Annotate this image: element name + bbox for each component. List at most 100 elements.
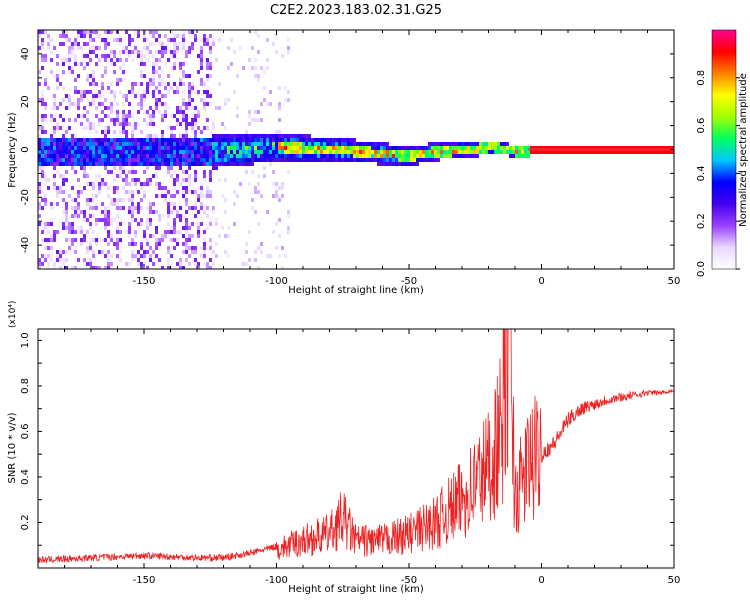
x-tick-label: -100 [265, 276, 288, 287]
heatmap-cell [125, 262, 128, 266]
heatmap-cell [209, 178, 212, 182]
heatmap-cell [224, 158, 227, 162]
heatmap-cell [194, 250, 197, 254]
heatmap-cell [587, 150, 590, 154]
heatmap-cell [536, 150, 539, 154]
heatmap-cell [113, 150, 116, 154]
heatmap-cell [578, 150, 581, 154]
heatmap-cell [128, 38, 131, 42]
heatmap-cell [116, 254, 119, 258]
heatmap-cell [296, 154, 299, 158]
heatmap-cell [164, 86, 167, 90]
heatmap-cell [140, 106, 143, 110]
heatmap-cell [137, 258, 140, 262]
heatmap-cell [65, 30, 68, 34]
heatmap-cell [158, 166, 161, 170]
heatmap-cell [38, 258, 41, 262]
heatmap-cell [266, 66, 269, 70]
heatmap-cell [122, 170, 125, 174]
heatmap-cell [311, 142, 314, 146]
heatmap-cell [143, 250, 146, 254]
heatmap-cell [98, 182, 101, 186]
heatmap-cell [197, 126, 200, 130]
heatmap-cell [215, 154, 218, 158]
heatmap-cell [155, 230, 158, 234]
colorbar-gradient [711, 29, 737, 270]
heatmap-cell [161, 214, 164, 218]
heatmap-cell [332, 158, 335, 162]
heatmap-cell [353, 146, 356, 150]
heatmap-cell [152, 110, 155, 114]
heatmap-cell [392, 154, 395, 158]
heatmap-cell [254, 158, 257, 162]
heatmap-cell [98, 266, 101, 269]
heatmap-cell [47, 34, 50, 38]
heatmap-cell [89, 214, 92, 218]
heatmap-cell [362, 158, 365, 162]
heatmap-cell [329, 146, 332, 150]
heatmap-cell [413, 158, 416, 162]
heatmap-cell [200, 58, 203, 62]
heatmap-cell [620, 150, 623, 154]
heatmap-cell [116, 190, 119, 194]
heatmap-cell [152, 42, 155, 46]
heatmap-cell [155, 150, 158, 154]
heatmap-cell [80, 34, 83, 38]
heatmap-cell [383, 146, 386, 150]
heatmap-cell [122, 130, 125, 134]
heatmap-cell [77, 194, 80, 198]
heatmap-cell [341, 150, 344, 154]
heatmap-cell [296, 138, 299, 142]
heatmap-cell [176, 210, 179, 214]
heatmap-cell [86, 54, 89, 58]
heatmap-cell [80, 166, 83, 170]
heatmap-cell [500, 150, 503, 154]
heatmap-cell [149, 42, 152, 46]
heatmap-cell [200, 50, 203, 54]
heatmap-cell [515, 146, 518, 150]
heatmap-cell [254, 186, 257, 190]
heatmap-cell [188, 254, 191, 258]
heatmap-cell [56, 230, 59, 234]
heatmap-cell [131, 38, 134, 42]
heatmap-cell [197, 186, 200, 190]
heatmap-cell [176, 158, 179, 162]
heatmap-cell [77, 90, 80, 94]
heatmap-cell [170, 158, 173, 162]
heatmap-cell [98, 158, 101, 162]
heatmap-cell [272, 158, 275, 162]
heatmap-cell [131, 214, 134, 218]
heatmap-cell [134, 170, 137, 174]
heatmap-cell [263, 98, 266, 102]
heatmap-cell [152, 154, 155, 158]
heatmap-cell [65, 150, 68, 154]
heatmap-cell [257, 78, 260, 82]
heatmap-cell [110, 150, 113, 154]
heatmap-cell [371, 158, 374, 162]
heatmap-cell [110, 50, 113, 54]
heatmap-cell [95, 34, 98, 38]
heatmap-cell [239, 146, 242, 150]
heatmap-cell [134, 182, 137, 186]
heatmap-cell [140, 198, 143, 202]
heatmap-cell [608, 146, 611, 150]
heatmap-cell [230, 162, 233, 166]
heatmap-cell [74, 146, 77, 150]
heatmap-cell [188, 234, 191, 238]
heatmap-cell [125, 190, 128, 194]
heatmap-cell [89, 46, 92, 50]
heatmap-cell [134, 94, 137, 98]
heatmap-cell [152, 30, 155, 34]
heatmap-cell [41, 138, 44, 142]
heatmap-cell [119, 238, 122, 242]
heatmap-cell [179, 78, 182, 82]
heatmap-cell [65, 142, 68, 146]
heatmap-cell [197, 194, 200, 198]
heatmap-cell [134, 50, 137, 54]
heatmap-cell [164, 186, 167, 190]
heatmap-cell [104, 238, 107, 242]
heatmap-cell [89, 238, 92, 242]
heatmap-cell [146, 242, 149, 246]
heatmap-cell [518, 150, 521, 154]
heatmap-cell [137, 222, 140, 226]
